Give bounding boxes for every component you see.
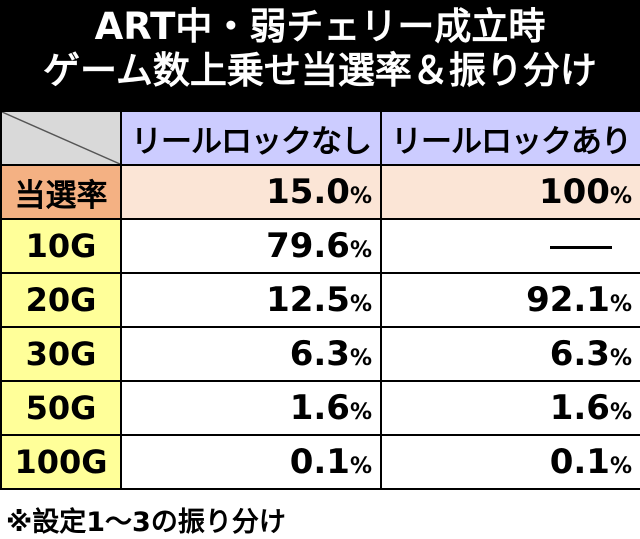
value-number: 12.5 [266,280,350,320]
value-unit: % [349,346,372,371]
value-cell-lock: 6.3% [380,326,640,382]
table-corner-cell [0,110,122,166]
value-cell-no-lock: 12.5% [120,272,382,328]
title-banner: ART中・弱チェリー成立時 ゲーム数上乗せ当選率＆振り分け [0,0,640,110]
row-label: 10G [0,218,122,274]
row-label: 20G [0,272,122,328]
value-cell-no-lock: 0.1% [120,434,382,490]
value-unit: % [349,238,372,263]
column-header-lock: リールロックあり [380,110,640,166]
rate-value-no-lock: 15.0% [120,164,382,220]
value-number: 0.1 [289,442,350,482]
value-unit: % [349,400,372,425]
value-number: 92.1 [526,280,610,320]
value-cell-no-lock: 79.6% [120,218,382,274]
row-label: 100G [0,434,122,490]
odds-table: リールロックなし リールロックあり 当選率 15.0% 100% 10G 79.… [0,110,640,490]
value-unit: % [609,400,632,425]
value-unit: % [609,454,632,479]
value-cell-lock [380,218,640,274]
row-label: 50G [0,380,122,436]
column-header-no-lock: リールロックなし [120,110,382,166]
value-unit: % [349,292,372,317]
value-number: 1.6 [549,388,610,428]
footnote: ※設定1～3の振り分け [6,507,286,538]
value-unit: % [609,184,632,209]
value-unit: % [609,292,632,317]
value-number: 15.0 [266,172,350,212]
not-applicable-dash [550,245,612,249]
value-number: 79.6 [266,226,350,266]
value-cell-lock: 1.6% [380,380,640,436]
rate-value-lock: 100% [380,164,640,220]
value-unit: % [609,346,632,371]
table-row: 10G 79.6% [0,218,640,274]
value-cell-lock: 92.1% [380,272,640,328]
table-header-row: リールロックなし リールロックあり [0,110,640,166]
value-number: 6.3 [289,334,350,374]
title-line-1: ART中・弱チェリー成立時 [94,5,546,48]
rate-row: 当選率 15.0% 100% [0,164,640,220]
table-row: 20G 12.5% 92.1% [0,272,640,328]
rate-row-label: 当選率 [0,164,122,220]
row-label: 30G [0,326,122,382]
table-row: 30G 6.3% 6.3% [0,326,640,382]
value-number: 6.3 [549,334,610,374]
value-number: 1.6 [289,388,350,428]
title-line-2: ゲーム数上乗せ当選率＆振り分け [43,49,597,92]
value-cell-lock: 0.1% [380,434,640,490]
table-row: 50G 1.6% 1.6% [0,380,640,436]
value-unit: % [349,454,372,479]
value-cell-no-lock: 1.6% [120,380,382,436]
corner-diagonal-line [2,112,120,164]
value-cell-no-lock: 6.3% [120,326,382,382]
table-row: 100G 0.1% 0.1% [0,434,640,490]
value-unit: % [349,184,372,209]
value-number: 0.1 [549,442,610,482]
value-number: 100 [538,172,610,212]
